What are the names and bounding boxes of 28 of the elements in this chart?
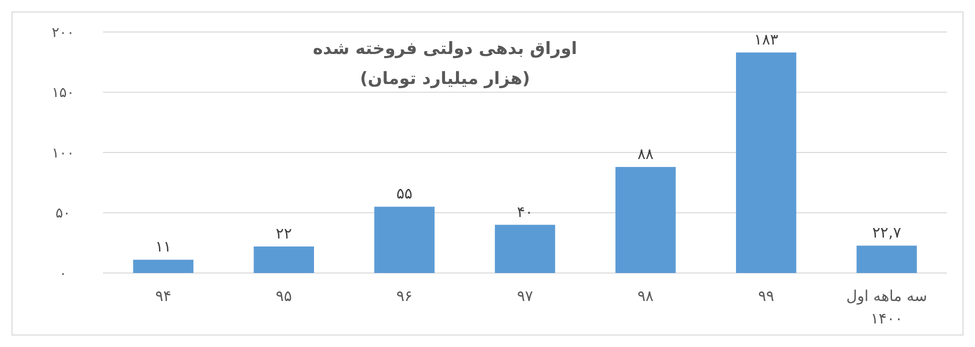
data-label: ۱۸۳ (754, 30, 778, 48)
bar (736, 52, 796, 273)
bar (615, 166, 676, 273)
bar (374, 206, 435, 273)
data-label: ۸۸ (638, 144, 654, 163)
x-tick-label: سه ماهه اول ۱۴۰۰ (846, 287, 928, 328)
y-tick-label: ۰ (59, 266, 67, 282)
bar (856, 246, 917, 273)
x-tick-label: ۹۶ (396, 287, 412, 305)
x-tick-label: ۹۷ (516, 287, 534, 305)
bar (133, 260, 194, 273)
data-label: ۱۱ (155, 238, 172, 256)
data-label: ۵۵ (396, 184, 412, 203)
x-tick-label: ۹۹ (758, 287, 774, 305)
y-tick-label: ۵۰ (55, 206, 71, 222)
x-tick-label: ۹۸ (638, 287, 654, 305)
data-label: ۲۲ (276, 224, 292, 242)
x-tick-label: ۹۴ (155, 287, 172, 305)
y-tick-label: ۱۵۰ (52, 85, 74, 102)
y-tick-label: ۱۰۰ (52, 145, 74, 162)
data-label: ۴۰ (516, 202, 534, 221)
y-tick-label: ۲۰۰ (52, 24, 74, 41)
bar (254, 246, 314, 273)
data-label: ۲۲,۷ (872, 224, 902, 242)
bar (494, 224, 556, 273)
text: (هزار میلیارد تومان) (360, 69, 530, 89)
x-tick-label: ۹۵ (276, 287, 292, 305)
chart-title: اوراق بدهی دولتی فروخته شده (312, 39, 578, 59)
